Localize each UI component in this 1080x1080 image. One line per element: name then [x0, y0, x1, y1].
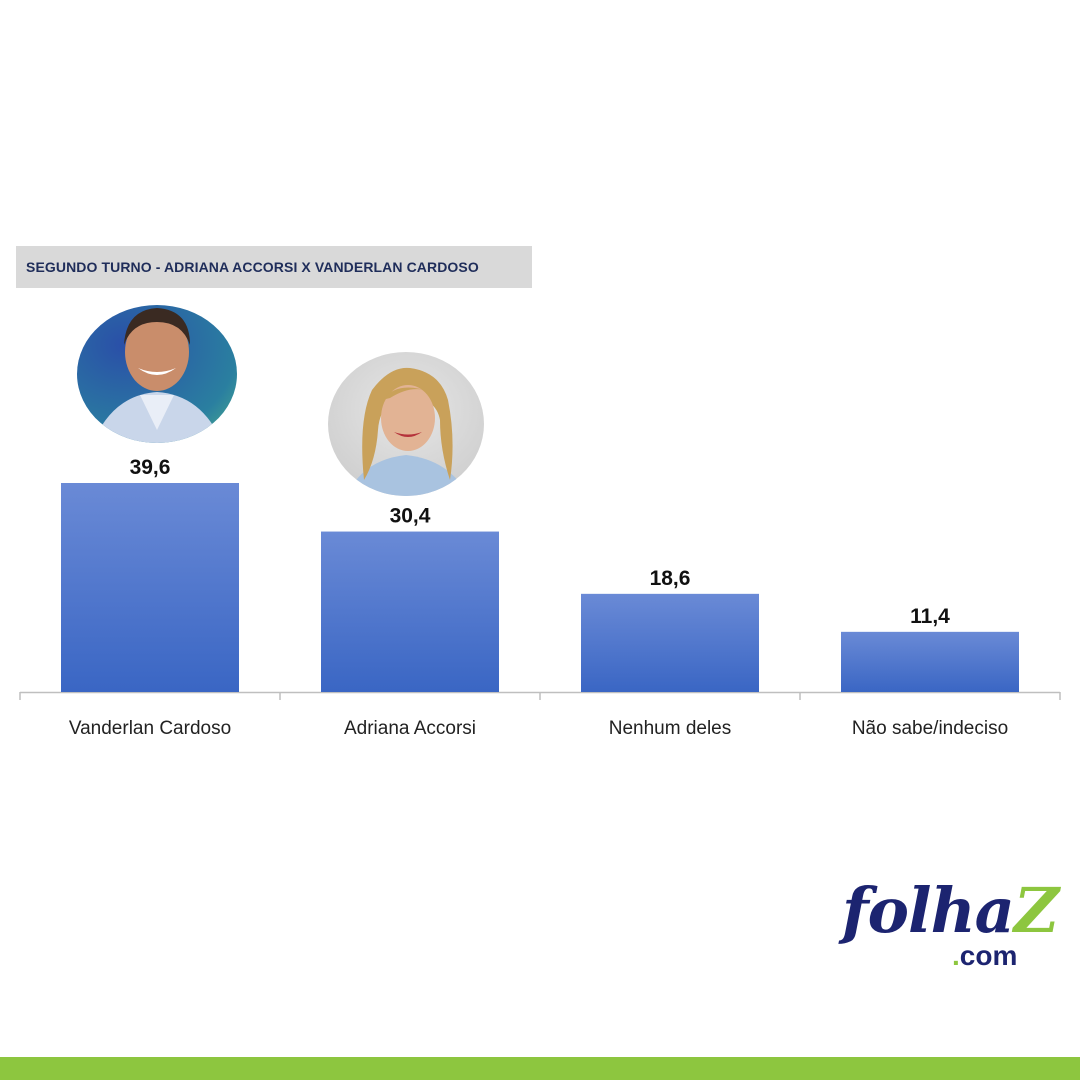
- candidate-photo-vanderlan: [77, 305, 237, 443]
- logo-text-main: folha: [842, 874, 1015, 947]
- bar: [581, 593, 759, 692]
- bar: [61, 483, 239, 692]
- logo-text-z: Z: [1013, 874, 1059, 947]
- data-label: 18,6: [650, 567, 691, 590]
- data-label: 30,4: [390, 505, 431, 528]
- bar: [321, 531, 499, 692]
- category-label: Não sabe/indeciso: [852, 718, 1008, 739]
- logo-text-com: com: [959, 940, 1018, 971]
- data-label: 39,6: [130, 456, 171, 479]
- category-label: Vanderlan Cardoso: [69, 718, 231, 739]
- category-label: Nenhum deles: [609, 718, 732, 739]
- chart-title-band: SEGUNDO TURNO - ADRIANA ACCORSI X VANDER…: [16, 246, 532, 288]
- category-label: Adriana Accorsi: [344, 718, 476, 739]
- folhaz-logo: folhaZ .com: [842, 880, 1059, 980]
- bar: [841, 631, 1019, 692]
- bottom-accent-bar: [0, 1057, 1080, 1080]
- chart-title: SEGUNDO TURNO - ADRIANA ACCORSI X VANDER…: [26, 259, 479, 275]
- candidate-photo-adriana: [328, 352, 484, 496]
- data-label: 11,4: [910, 605, 950, 628]
- logo-dot: .: [952, 940, 960, 971]
